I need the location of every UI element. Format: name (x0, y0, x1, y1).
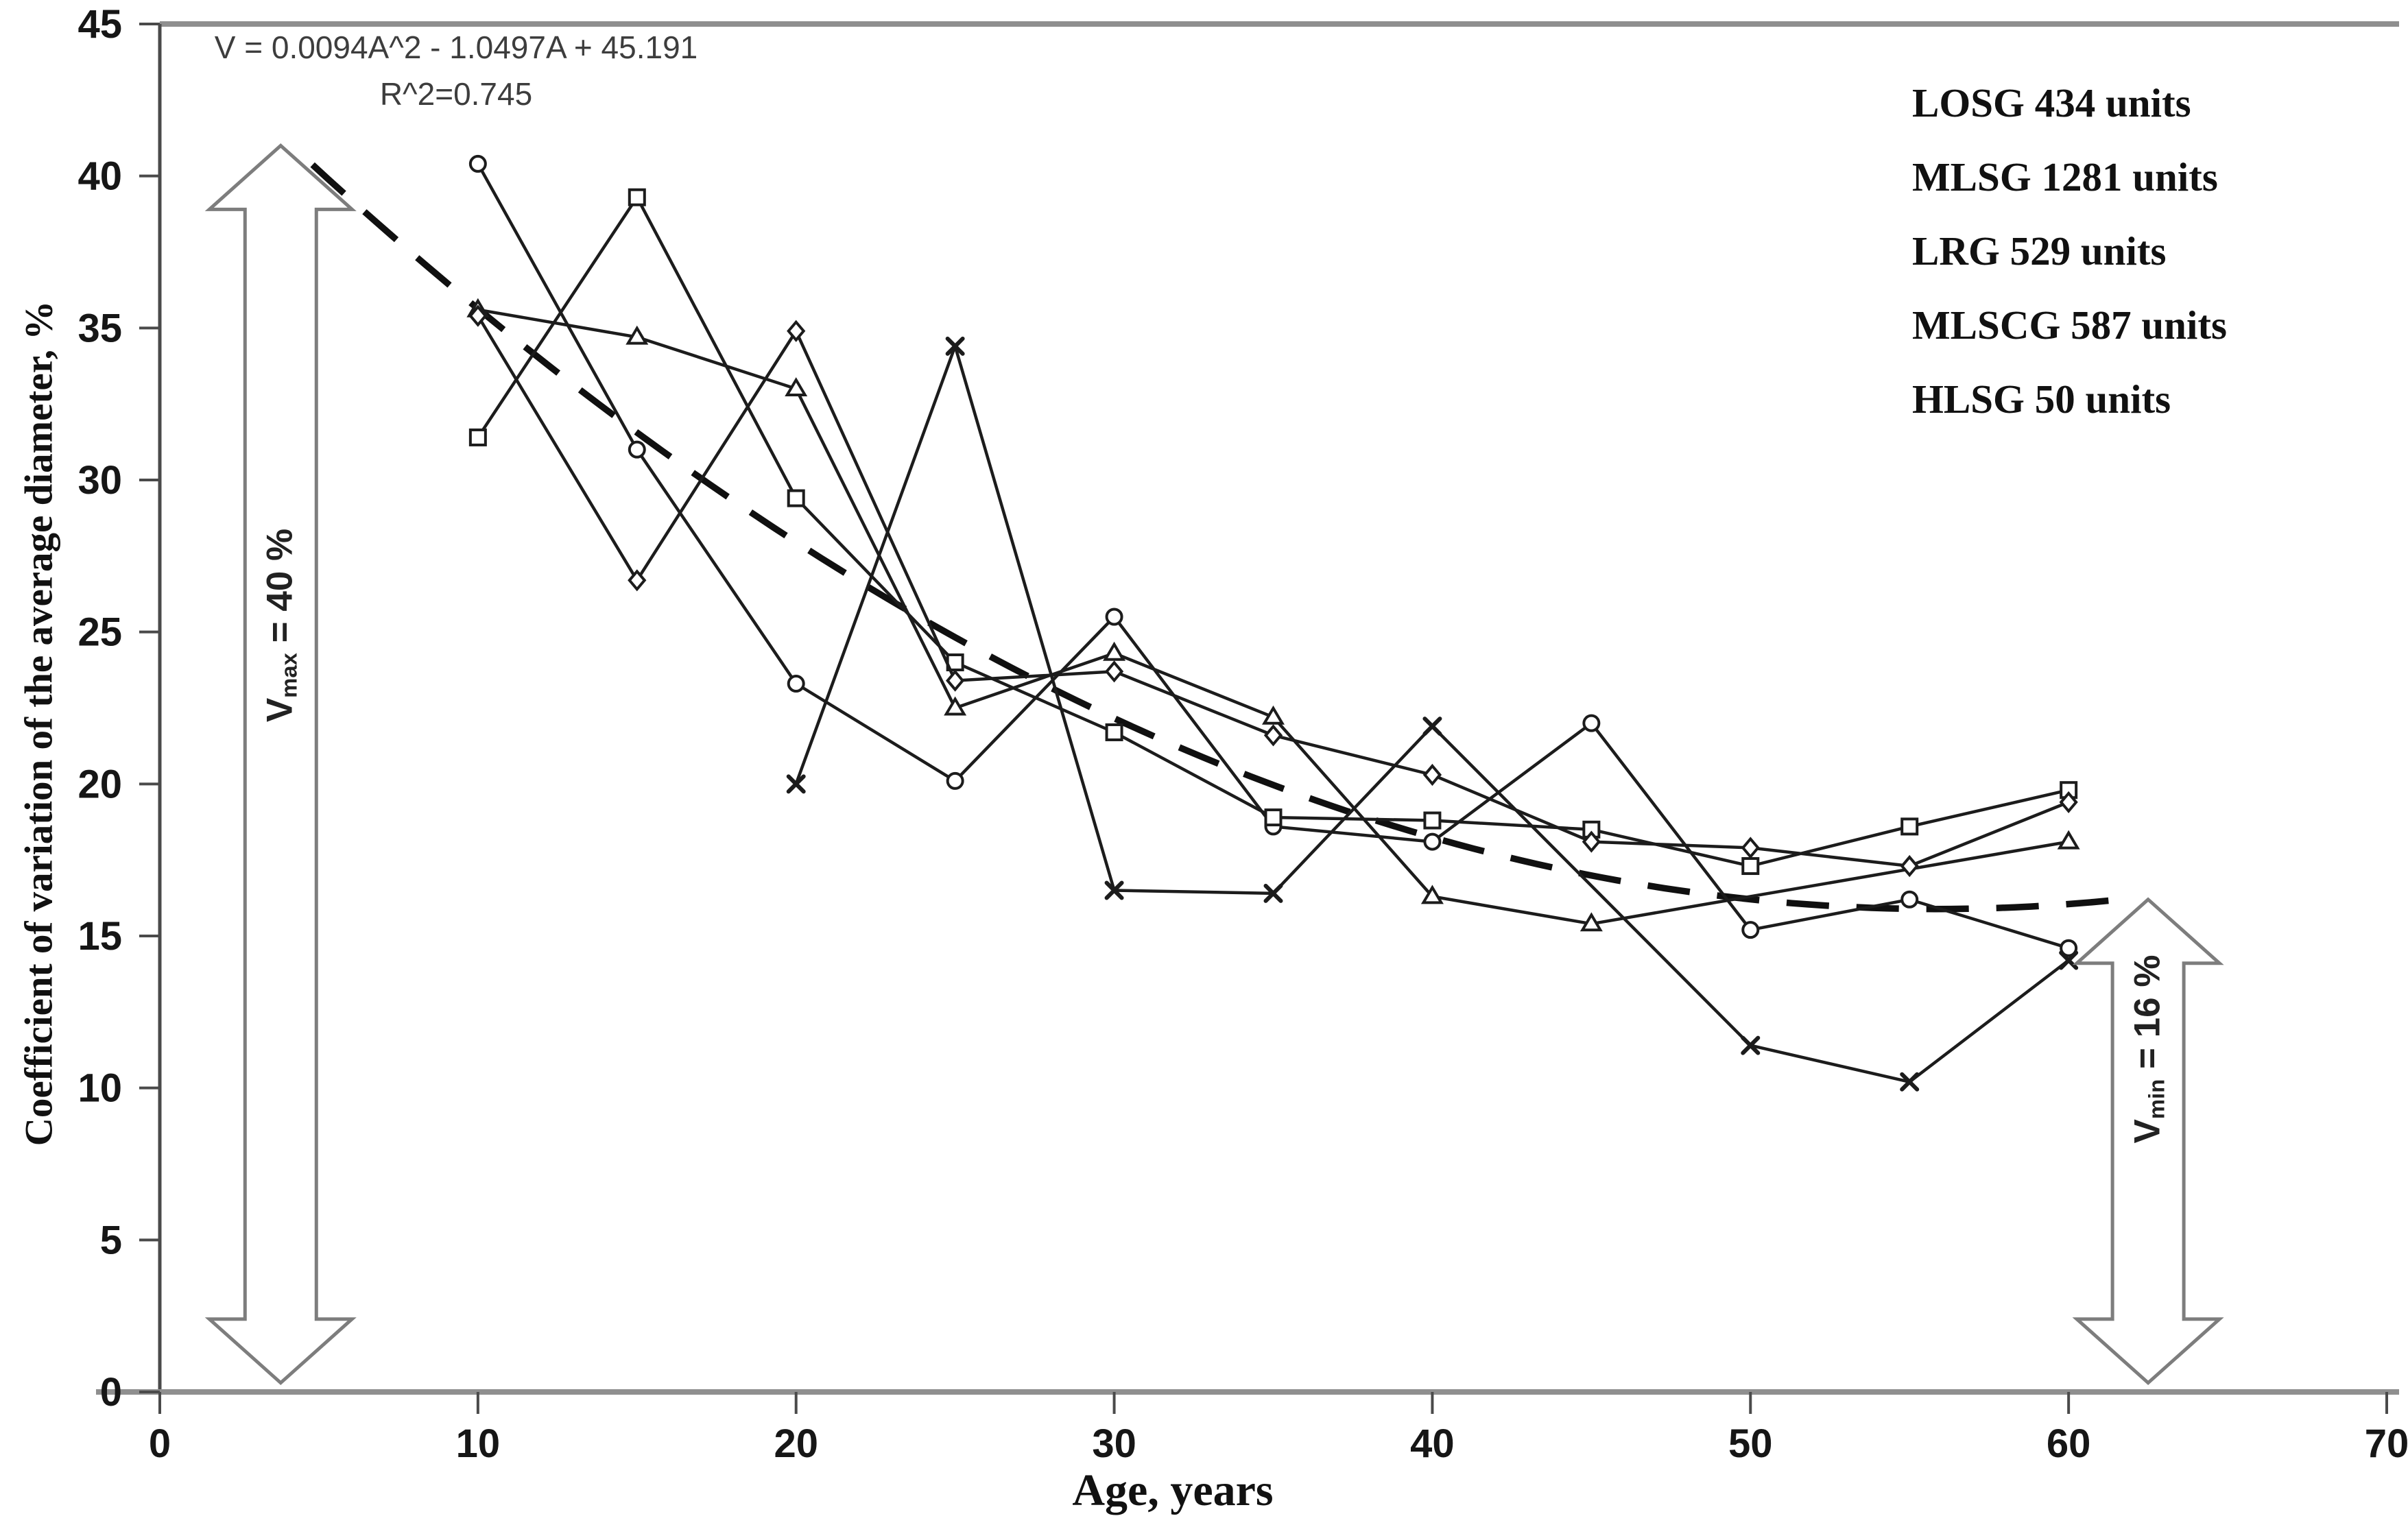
square-marker (1741, 857, 1760, 876)
square-marker (1264, 808, 1283, 827)
y-tick-label: 5 (100, 1218, 122, 1262)
vmin-subscript: min (2143, 1079, 2169, 1120)
diamond-marker (468, 304, 488, 327)
equation-line: V = 0.0094A^2 - 1.0497A + 45.191 (214, 29, 698, 65)
circle-marker (468, 154, 487, 173)
vmin-arrow (2072, 897, 2224, 1386)
vmax-subscript: max (276, 653, 302, 698)
x-axis-title: Age, years (1072, 1465, 1274, 1515)
y-tick-label: 0 (100, 1370, 122, 1415)
square-marker (1423, 811, 1442, 830)
vmax-arrow (204, 143, 357, 1386)
y-tick-label: 25 (78, 610, 122, 655)
y-tick-label: 40 (78, 154, 122, 199)
x-tick-label: 70 (2365, 1421, 2408, 1466)
triangle-marker (1103, 641, 1126, 661)
vmin-symbol: V (2127, 1119, 2168, 1144)
trendline-dashed (310, 162, 2127, 913)
square-marker (787, 489, 805, 507)
x-tick-label: 10 (456, 1421, 501, 1466)
vmax-value: = 40 % (259, 528, 300, 653)
legend: LOSG 434 units MLSG 1281 units LRG 529 u… (1912, 66, 2227, 436)
vmin-annotation: Vmin = 16 % (2126, 955, 2169, 1144)
x-tick-label: 30 (1092, 1421, 1136, 1466)
legend-item: MLSCG 587 units (1912, 302, 2227, 348)
circle-marker (2060, 939, 2078, 957)
y-tick-label: 15 (78, 914, 122, 959)
vmax-symbol: V (259, 697, 300, 723)
x-marker (2059, 950, 2079, 970)
circle-marker (628, 440, 646, 459)
x-tick-label: 0 (149, 1421, 171, 1466)
diamond-marker (2059, 791, 2078, 814)
r-squared-line: R^2=0.745 (379, 76, 533, 112)
vmax-annotation: Vmax = 40 % (259, 529, 302, 722)
diamond-marker (787, 320, 806, 342)
circle-marker (946, 771, 964, 790)
legend-item: HLSG 50 units (1912, 376, 2171, 422)
x-tick-label: 60 (2047, 1421, 2091, 1466)
vmin-value: = 16 % (2127, 954, 2168, 1079)
circle-marker (1423, 832, 1442, 851)
triangle-marker (785, 377, 808, 396)
legend-item: LOSG 434 units (1912, 80, 2191, 125)
x-marker (786, 774, 806, 794)
circle-marker (1582, 714, 1601, 732)
diamond-marker (1422, 763, 1442, 786)
circle-marker (1105, 608, 1123, 626)
x-tick-label: 50 (1728, 1421, 1773, 1466)
circle-marker (1741, 921, 1760, 939)
triangle-marker (1579, 912, 1603, 932)
x-marker (945, 336, 965, 356)
square-marker (468, 428, 487, 446)
y-tick-label: 35 (78, 306, 122, 350)
series-line-square (477, 195, 2069, 868)
y-tick-label: 10 (78, 1066, 122, 1111)
triangle-marker (1420, 885, 1444, 904)
diamond-marker (946, 669, 965, 692)
diamond-marker (1104, 660, 1124, 683)
x-marker (1104, 880, 1124, 900)
triangle-marker (1261, 705, 1285, 725)
legend-item: MLSG 1281 units (1912, 154, 2218, 200)
square-marker (628, 188, 646, 206)
x-marker (1900, 1072, 1920, 1092)
x-marker (1263, 883, 1283, 903)
square-marker (1900, 817, 1919, 836)
square-marker (1105, 723, 1123, 741)
x-tick-label: 20 (774, 1421, 818, 1466)
x-tick-label: 40 (1410, 1421, 1455, 1466)
x-marker (1422, 717, 1442, 736)
y-tick-label: 45 (78, 2, 122, 47)
diamond-marker (1582, 830, 1601, 853)
diamond-marker (628, 569, 647, 592)
series-line-x (794, 344, 2070, 1084)
circle-marker (787, 675, 805, 693)
triangle-marker (944, 696, 967, 716)
diamond-marker (1900, 854, 1919, 878)
triangle-marker (625, 325, 649, 345)
x-marker (1741, 1035, 1761, 1055)
diamond-marker (1741, 837, 1760, 859)
diamond-marker (1263, 724, 1283, 747)
trendline-equation: V = 0.0094A^2 - 1.0497A + 45.191 R^2=0.7… (175, 29, 737, 112)
legend-item: LRG 529 units (1912, 228, 2167, 274)
y-tick-label: 20 (78, 762, 122, 806)
triangle-marker (2057, 830, 2080, 850)
y-tick-label: 30 (78, 458, 122, 503)
y-axis-title: Coefficient of variation of the average … (17, 300, 61, 1146)
circle-marker (1900, 890, 1919, 909)
